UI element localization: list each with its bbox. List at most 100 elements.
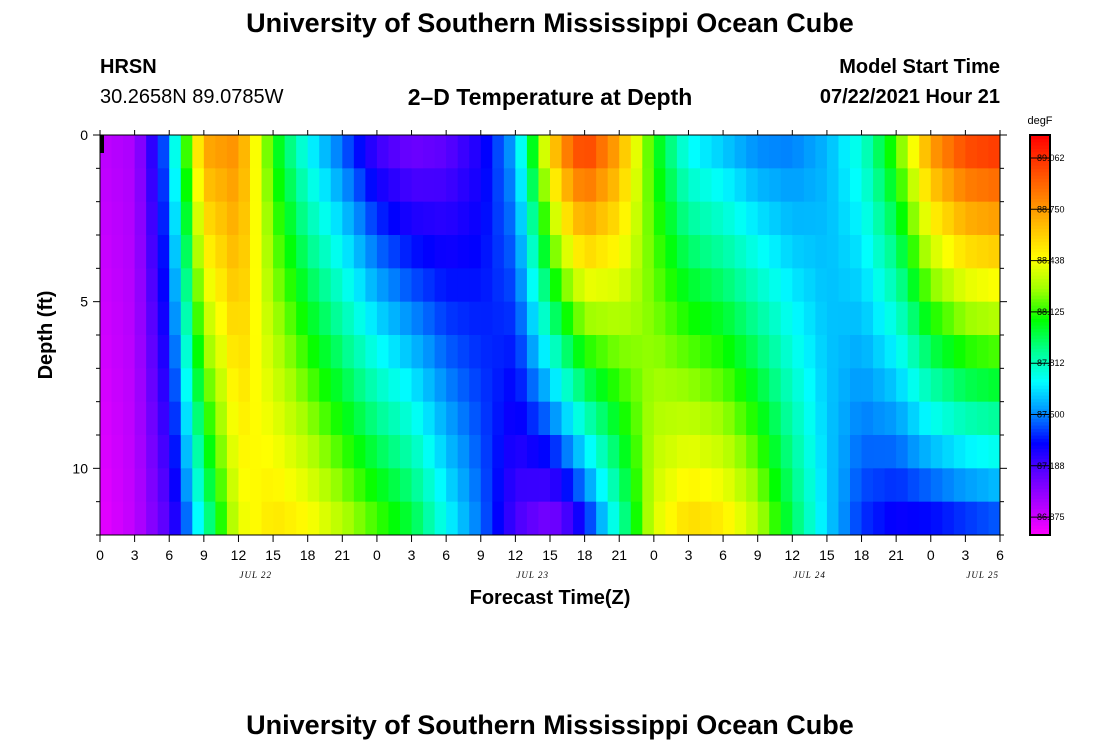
heatmap-cell <box>365 268 378 303</box>
heatmap-cell <box>492 435 505 469</box>
heatmap-cell <box>457 268 470 303</box>
heatmap-cell <box>215 235 228 269</box>
heatmap-cell <box>388 235 401 269</box>
heatmap-cell <box>907 168 920 203</box>
heatmap-cell <box>169 501 182 536</box>
colorbar-segment <box>1030 368 1050 373</box>
colorbar-segment <box>1030 478 1050 483</box>
heatmap-cell <box>411 401 424 436</box>
x-tick-label: 9 <box>477 547 485 563</box>
heatmap-cell <box>238 501 251 536</box>
colorbar-segment <box>1030 381 1050 386</box>
heatmap-cell <box>896 235 909 269</box>
heatmap-cell <box>238 201 251 236</box>
heatmap-cell <box>630 201 643 236</box>
heatmap-cell <box>619 135 632 169</box>
heatmap-cell <box>607 401 620 436</box>
heatmap-cell <box>976 235 989 269</box>
heatmap-cell <box>457 235 470 269</box>
heatmap-cell <box>353 401 366 436</box>
heatmap-cell <box>850 501 863 536</box>
heatmap-cell <box>376 368 389 403</box>
y-tick-label: 5 <box>80 294 88 310</box>
x-tick-label: 12 <box>231 547 247 563</box>
heatmap-cell <box>861 201 874 236</box>
colorbar-segment <box>1030 491 1050 496</box>
colorbar-segment <box>1030 481 1050 486</box>
heatmap-cell <box>723 435 736 469</box>
heatmap-cell <box>492 335 505 369</box>
heatmap-cell <box>261 168 274 203</box>
heatmap-cell <box>192 435 205 469</box>
heatmap-cell <box>826 468 839 503</box>
heatmap-cell <box>723 335 736 369</box>
colorbar-segment <box>1030 208 1050 213</box>
colorbar-segment <box>1030 421 1050 426</box>
heatmap-cell <box>203 368 216 403</box>
heatmap-cell <box>515 368 528 403</box>
heatmap-cell <box>469 501 482 536</box>
heatmap-cell <box>803 468 816 503</box>
heatmap-cell <box>688 468 701 503</box>
heatmap-cell <box>630 368 643 403</box>
heatmap-cell <box>550 201 563 236</box>
heatmap-cell <box>642 368 655 403</box>
heatmap-cell <box>838 168 851 203</box>
heatmap-cell <box>861 135 874 169</box>
heatmap-cell <box>526 168 539 203</box>
heatmap-cell <box>111 368 124 403</box>
heatmap-cell <box>353 335 366 369</box>
colorbar-segment <box>1030 275 1050 279</box>
colorbar-segment <box>1030 148 1050 153</box>
heatmap-cell <box>780 368 793 403</box>
heatmap-cell <box>157 301 170 336</box>
heatmap-cell <box>700 335 713 369</box>
heatmap-cell <box>515 468 528 503</box>
heatmap-cell <box>561 301 574 336</box>
heatmap-cell <box>457 168 470 203</box>
heatmap-cell <box>873 368 886 403</box>
colorbar-segment <box>1030 338 1050 343</box>
heatmap-cell <box>100 368 113 403</box>
heatmap-cell <box>111 135 124 169</box>
heatmap-cell <box>319 301 332 336</box>
heatmap-cell <box>330 168 343 203</box>
heatmap-cell <box>803 168 816 203</box>
heatmap-cell <box>469 268 482 303</box>
heatmap-cell <box>273 335 286 369</box>
heatmap-cell <box>734 135 747 169</box>
heatmap-cell <box>642 435 655 469</box>
heatmap-cell <box>192 235 205 269</box>
heatmap-cell <box>584 335 597 369</box>
heatmap-cell <box>192 201 205 236</box>
heatmap-cell <box>596 435 609 469</box>
heatmap-cell <box>400 268 413 303</box>
heatmap-cell <box>319 235 332 269</box>
heatmap-cell <box>630 468 643 503</box>
heatmap-cell <box>192 501 205 536</box>
heatmap-cell <box>734 435 747 469</box>
colorbar-segment <box>1030 528 1050 533</box>
heatmap-cell <box>815 435 828 469</box>
heatmap-cell <box>376 301 389 336</box>
heatmap-cell <box>238 168 251 203</box>
colorbar-segment <box>1030 311 1050 316</box>
heatmap-cell <box>596 501 609 536</box>
heatmap-cell <box>503 468 516 503</box>
heatmap-cell <box>896 501 909 536</box>
heatmap-cell <box>134 235 147 269</box>
heatmap-cell <box>826 368 839 403</box>
heatmap-cell <box>238 268 251 303</box>
heatmap-cell <box>550 235 563 269</box>
heatmap-cell <box>676 168 689 203</box>
heatmap-cell <box>723 301 736 336</box>
heatmap-cell <box>330 235 343 269</box>
heatmap-cell <box>792 168 805 203</box>
colorbar-segment <box>1030 465 1050 469</box>
heatmap-cell <box>769 401 782 436</box>
heatmap-cell <box>734 335 747 369</box>
heatmap-cell <box>296 468 309 503</box>
colorbar-label: 88.125 <box>1037 307 1065 317</box>
heatmap-cell <box>469 168 482 203</box>
heatmap-cell <box>953 401 966 436</box>
